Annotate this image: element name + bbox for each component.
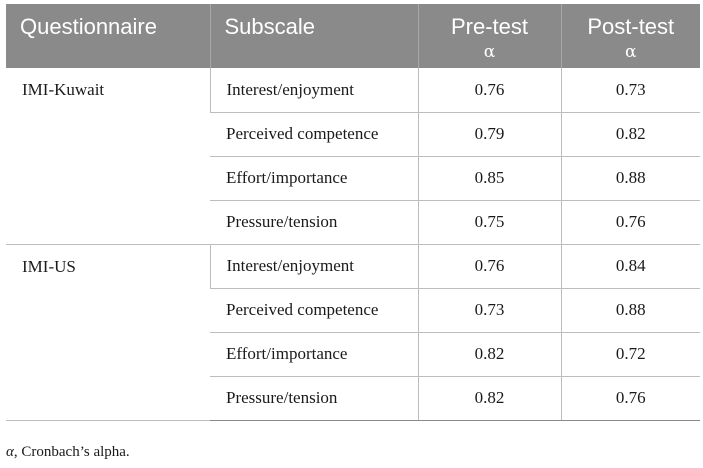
pretest-value: 0.82 <box>417 332 561 377</box>
posttest-value: 0.84 <box>560 244 700 289</box>
footnote-alpha-symbol: α <box>6 444 14 460</box>
header-posttest: Post-test α <box>560 4 700 68</box>
subscale-cell: Perceived competence <box>210 288 418 333</box>
pretest-value: 0.76 <box>417 68 561 113</box>
header-row: Questionnaire Subscale Pre-test α Post-t… <box>6 4 700 68</box>
header-questionnaire: Questionnaire <box>6 4 210 68</box>
header-pretest-label: Pre-test <box>450 14 529 39</box>
posttest-value: 0.88 <box>560 288 700 333</box>
table-row: IMI-Kuwait Interest/enjoyment 0.76 0.73 <box>6 68 700 245</box>
pretest-value: 0.79 <box>417 112 561 157</box>
subscale-cell: Perceived competence <box>210 112 418 157</box>
posttest-value: 0.82 <box>560 112 700 157</box>
table-row: Pressure/tension 0.82 0.76 <box>6 376 700 421</box>
table-footnote: α, Cronbach’s alpha. <box>6 444 130 461</box>
subscale-cell: Effort/importance <box>210 156 418 201</box>
header-pretest: Pre-test α <box>417 4 561 68</box>
group-name-cell: IMI-US <box>6 244 210 421</box>
posttest-value: 0.72 <box>560 332 700 377</box>
table-row: Pressure/tension 0.75 0.76 <box>6 200 700 245</box>
table-row: Effort/importance 0.85 0.88 <box>6 156 700 201</box>
footnote-text: , Cronbach’s alpha. <box>13 444 130 460</box>
subscale-cell: Pressure/tension <box>210 200 418 245</box>
table-row: Perceived competence 0.73 0.88 <box>6 288 700 333</box>
posttest-value: 0.76 <box>560 200 700 245</box>
pretest-value: 0.73 <box>417 288 561 333</box>
header-pretest-alpha: α <box>483 42 496 62</box>
reliability-table: Questionnaire Subscale Pre-test α Post-t… <box>6 4 700 421</box>
subscale-cell: Interest/enjoyment <box>209 68 418 113</box>
table-row: Perceived competence 0.79 0.82 <box>6 112 700 157</box>
subscale-cell: Effort/importance <box>210 332 418 377</box>
posttest-value: 0.73 <box>560 68 700 113</box>
header-posttest-label: Post-test <box>587 14 675 39</box>
table-row: Effort/importance 0.82 0.72 <box>6 332 700 377</box>
subscale-cell: Interest/enjoyment <box>209 244 418 289</box>
pretest-value: 0.82 <box>417 376 561 421</box>
pretest-value: 0.85 <box>417 156 561 201</box>
pretest-value: 0.76 <box>417 244 561 289</box>
group-name-cell: IMI-Kuwait <box>6 68 210 245</box>
header-subscale: Subscale <box>209 4 418 68</box>
table-row: IMI-US Interest/enjoyment 0.76 0.84 <box>6 244 700 421</box>
subscale-cell: Pressure/tension <box>210 376 418 421</box>
header-posttest-alpha: α <box>625 42 637 62</box>
pretest-value: 0.75 <box>417 200 561 245</box>
reliability-table-container: Questionnaire Subscale Pre-test α Post-t… <box>6 4 700 421</box>
posttest-value: 0.88 <box>560 156 700 201</box>
posttest-value: 0.76 <box>560 376 700 421</box>
